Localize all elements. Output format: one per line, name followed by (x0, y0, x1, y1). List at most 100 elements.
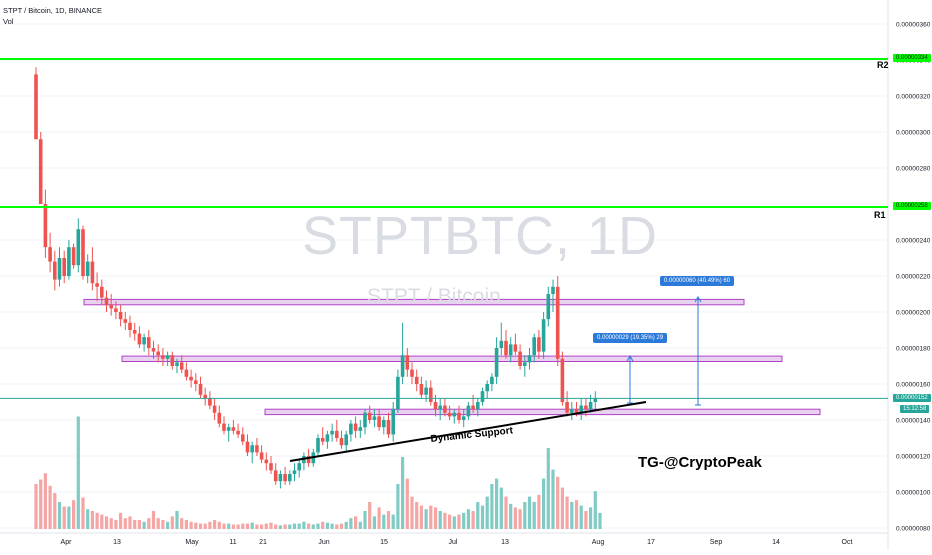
candle-body (231, 427, 236, 431)
volume-bar (344, 521, 348, 529)
candle-body (499, 340, 504, 348)
volume-bar (377, 507, 381, 529)
candle-body (400, 355, 405, 377)
x-tick-label: 11 (229, 539, 236, 546)
candle-body (306, 456, 311, 464)
volume-bar (499, 487, 503, 529)
volume-bar (213, 520, 217, 529)
candle-body (447, 412, 452, 417)
candle-body (565, 402, 569, 413)
volume-bar (593, 491, 597, 529)
volume-bar (391, 514, 395, 529)
candle-body (546, 294, 551, 320)
candle-body (189, 376, 193, 381)
y-tick-label: 0.00000320 (896, 94, 931, 101)
volume-bar (180, 518, 184, 529)
horizontal-levels (0, 58, 888, 462)
volume-bar (76, 416, 80, 529)
volume-bar (288, 524, 292, 529)
candle-body (579, 405, 583, 413)
volume-bar (504, 496, 508, 529)
volume-bar (443, 512, 447, 529)
volume-bar (311, 524, 315, 529)
y-tick-label: 0.00000280 (896, 166, 931, 173)
candle-body (161, 355, 165, 359)
price-zone (264, 408, 821, 416)
candle-body (283, 474, 287, 482)
volume-bar (57, 502, 62, 529)
watermark-pair: STPT / Bitcoin (367, 285, 501, 308)
volume-bar (156, 518, 160, 529)
candle-body (226, 427, 231, 431)
candle-body (363, 412, 367, 428)
volume-bar (114, 520, 118, 529)
volume-bar (546, 448, 550, 529)
candle-body (241, 434, 245, 442)
x-tick-label: 13 (501, 539, 509, 546)
x-tick-label: 15 (380, 539, 388, 546)
volume-bars (34, 416, 602, 529)
candle-body (316, 438, 320, 453)
y-axis-ticks: 0.000003600.000003400.000003200.00000300… (896, 22, 931, 533)
r1-label: R1 (874, 210, 886, 220)
price-zone (83, 298, 745, 306)
volume-bar (518, 509, 522, 529)
volume-bar (523, 502, 527, 529)
volume-bar (250, 522, 254, 529)
candle-body (292, 470, 297, 474)
volume-bar (415, 502, 419, 529)
volume-bar (513, 507, 517, 529)
candle-body (264, 459, 269, 464)
candle-body (349, 423, 353, 435)
volume-bar (419, 505, 423, 529)
candle-body (518, 351, 522, 366)
candle-body (208, 398, 212, 406)
candle-body (593, 398, 598, 402)
candle-body (273, 470, 278, 482)
volume-bar (302, 521, 306, 529)
volume-bar (363, 511, 367, 529)
candle-body (527, 355, 532, 363)
volume-bar (321, 521, 325, 529)
candle-body (414, 376, 419, 384)
candle-body (391, 409, 395, 435)
candle-body (38, 139, 43, 204)
candle-body (476, 402, 480, 410)
watermark-ticker: STPTBTC, 1D (302, 206, 659, 266)
volume-bar (325, 522, 329, 529)
x-tick-label: 14 (772, 539, 780, 546)
volume-bar (231, 524, 235, 529)
volume-bar (53, 493, 57, 529)
candle-body (485, 384, 489, 392)
volume-bar (147, 518, 151, 529)
volume-bar (358, 521, 362, 529)
candle-body (335, 430, 339, 438)
candle-body (419, 384, 424, 395)
volume-bar (203, 523, 207, 529)
volume-bar (410, 496, 414, 529)
candle-body (480, 391, 485, 402)
volume-bar (330, 523, 334, 529)
volume-bar (429, 505, 433, 529)
volume-bar (307, 523, 311, 529)
volume-bar (151, 511, 156, 529)
volume-bar (184, 520, 188, 529)
volume-bar (490, 484, 494, 529)
candle-body (508, 344, 513, 356)
volume-bar (81, 497, 85, 529)
volume-bar (335, 524, 339, 529)
volume-bar (574, 500, 579, 529)
volume-bar (72, 500, 76, 529)
candle-body (156, 351, 160, 356)
candle-body (198, 384, 203, 395)
candle-body (377, 416, 381, 428)
volume-bar (386, 511, 391, 529)
candle-body (513, 344, 518, 352)
volume-bar (39, 479, 43, 529)
volume-bar (274, 524, 278, 529)
volume-bar (166, 521, 170, 529)
volume-bar (354, 516, 358, 529)
candle-body (504, 340, 508, 356)
measure-large-arrow-head (694, 296, 702, 303)
candle-body (222, 423, 226, 431)
